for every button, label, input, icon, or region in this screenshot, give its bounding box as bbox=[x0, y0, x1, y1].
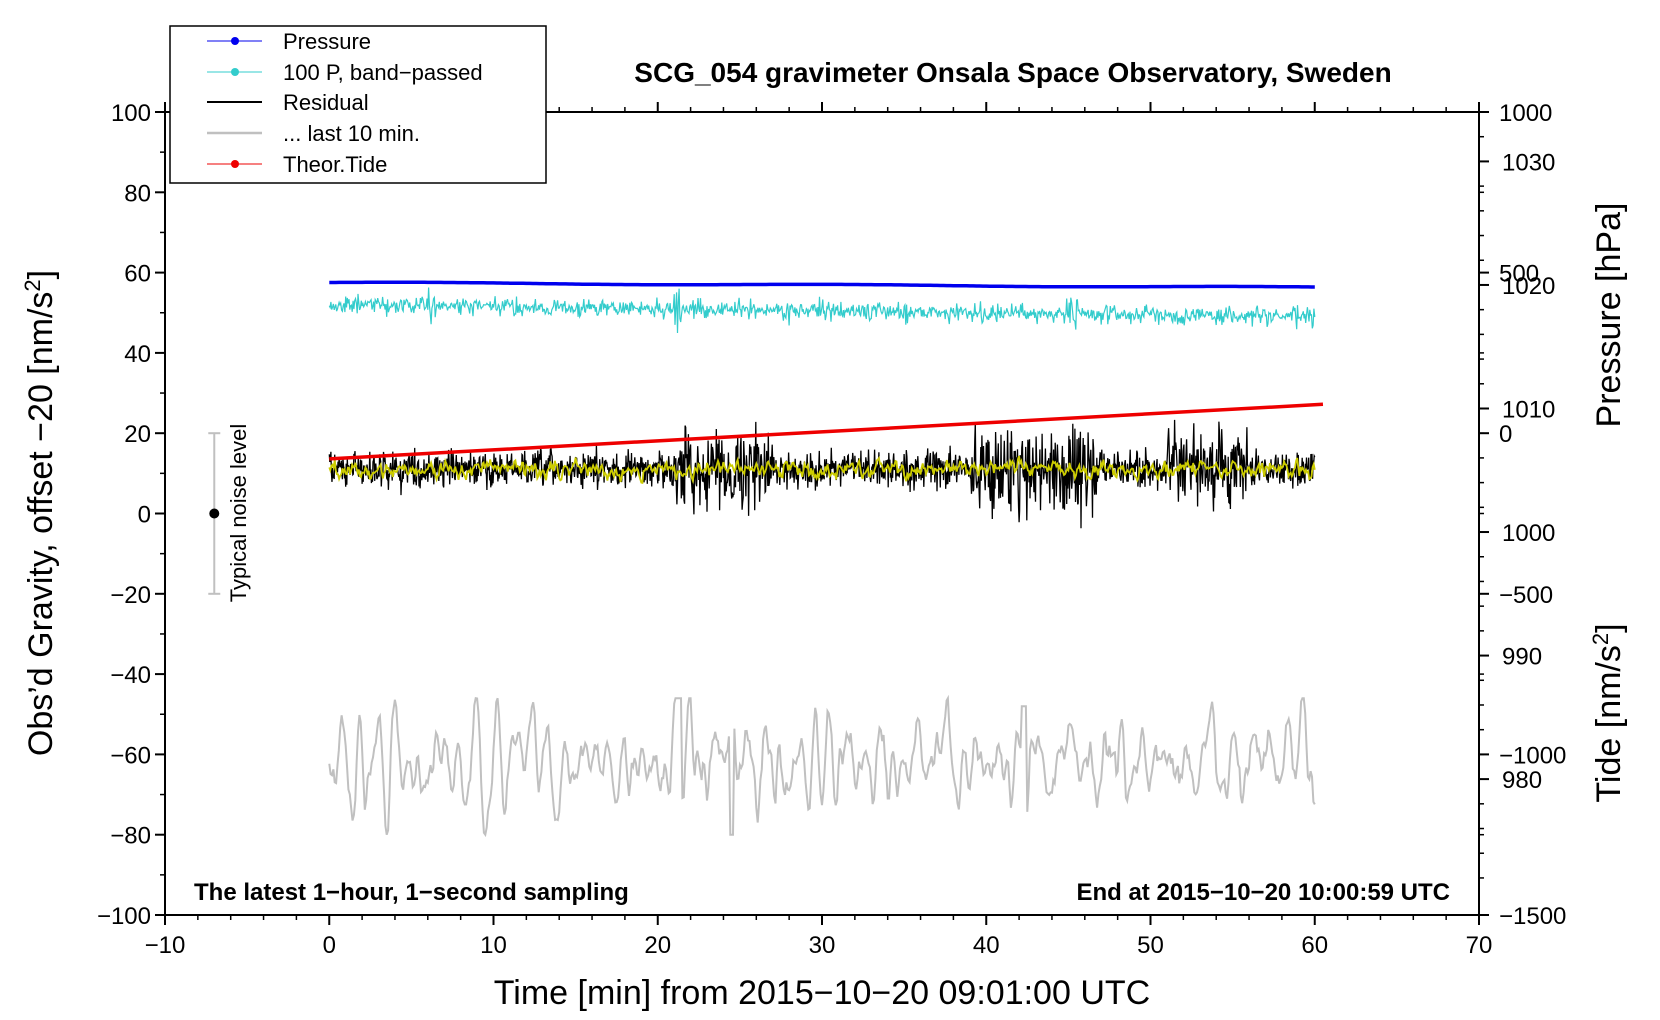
pressure-tick-label: 980 bbox=[1502, 767, 1542, 794]
tide-tick-label: 500 bbox=[1499, 261, 1539, 288]
tide-tick-label: −1000 bbox=[1499, 742, 1566, 769]
chart-title: SCG_054 gravimeter Onsala Space Observat… bbox=[634, 57, 1391, 88]
note-left: The latest 1−hour, 1−second sampling bbox=[194, 879, 629, 906]
legend-label-tide: Theor.Tide bbox=[283, 152, 387, 177]
pressure-axis-title: Pressure [hPa] bbox=[1590, 203, 1628, 428]
legend-label-residual: Residual bbox=[283, 90, 369, 115]
y-tick-label: 100 bbox=[111, 100, 151, 127]
legend-marker-tide bbox=[231, 160, 239, 168]
y-tick-label: 20 bbox=[124, 421, 151, 448]
legend-item-pressure: Pressure bbox=[207, 29, 371, 54]
y-tick-label: −80 bbox=[110, 823, 151, 850]
legend-item-tide: Theor.Tide bbox=[207, 152, 387, 177]
legend-label-bandpassed: 100 P, band−passed bbox=[283, 60, 483, 85]
legend-marker-pressure bbox=[231, 37, 239, 45]
y-tick-label: 80 bbox=[124, 180, 151, 207]
series-band-passed-line bbox=[328, 287, 1316, 334]
x-tick-label: 30 bbox=[809, 932, 836, 959]
x-axis-title: Time [min] from 2015−10−20 09:01:00 UTC bbox=[494, 974, 1150, 1012]
x-tick-label: 50 bbox=[1137, 932, 1164, 959]
x-tick-label: −10 bbox=[145, 932, 186, 959]
pressure-tick-label: 1030 bbox=[1502, 149, 1555, 176]
y-tick-label: −40 bbox=[110, 662, 151, 689]
tide-tick-label: 1000 bbox=[1499, 100, 1552, 127]
series-theor-tide-line bbox=[329, 402, 1324, 461]
x-tick-label: 70 bbox=[1466, 932, 1493, 959]
tide-tick-label: 0 bbox=[1499, 421, 1512, 448]
note-right: End at 2015−10−20 10:00:59 UTC bbox=[1076, 879, 1450, 906]
legend-label-last10: ... last 10 min. bbox=[283, 121, 420, 146]
y-tick-label: −100 bbox=[97, 903, 151, 930]
noise-bar-center-dot bbox=[209, 508, 220, 519]
tide-tick-label: −500 bbox=[1499, 582, 1553, 609]
legend-item-residual: Residual bbox=[207, 90, 369, 115]
legend-box bbox=[169, 25, 547, 184]
axes-layer: −10 0 10 20 30 40 50 60 70100806040200−20−40−60−… bbox=[97, 100, 1566, 959]
pressure-tick-label: 1020 bbox=[1502, 273, 1555, 300]
y-tick-label: 0 bbox=[138, 502, 151, 529]
legend-label-pressure: Pressure bbox=[283, 29, 371, 54]
series-layer bbox=[328, 280, 1324, 838]
legend-item-bandpassed: 100 P, band−passed bbox=[207, 60, 483, 85]
plot-frame bbox=[164, 111, 1480, 916]
tide-axis-title: Tide [nm/s2] bbox=[1588, 623, 1628, 802]
noise-bar: Typical noise level bbox=[208, 424, 251, 603]
y-axis-title: Obs’d Gravity, offset −20 [nm/s2] bbox=[20, 270, 60, 756]
legend-item-last10: ... last 10 min. bbox=[207, 121, 420, 146]
pressure-tick-label: 1000 bbox=[1502, 520, 1555, 547]
y-tick-label: −20 bbox=[110, 582, 151, 609]
legend-marker-bandpassed bbox=[231, 68, 239, 76]
series-pressure-line bbox=[329, 280, 1315, 289]
noise-bar-label: Typical noise level bbox=[226, 424, 251, 603]
pressure-tick-label: 990 bbox=[1502, 644, 1542, 671]
y-tick-label: −60 bbox=[110, 742, 151, 769]
x-tick-label: 40 bbox=[973, 932, 1000, 959]
series-residual-smoothed-line bbox=[328, 455, 1316, 485]
x-tick-label: 20 bbox=[644, 932, 671, 959]
x-tick-label: 60 bbox=[1301, 932, 1328, 959]
x-tick-label: 0 bbox=[323, 932, 336, 959]
y-tick-label: 60 bbox=[124, 261, 151, 288]
legend: Pressure 100 P, band−passed Residual ...… bbox=[169, 25, 547, 184]
series-last-10-min-line bbox=[328, 694, 1316, 838]
tide-tick-label: −1500 bbox=[1499, 903, 1566, 930]
x-tick-label: 10 bbox=[480, 932, 507, 959]
pressure-tick-label: 1010 bbox=[1502, 396, 1555, 423]
y-tick-label: 40 bbox=[124, 341, 151, 368]
series-residual-line bbox=[328, 419, 1316, 529]
